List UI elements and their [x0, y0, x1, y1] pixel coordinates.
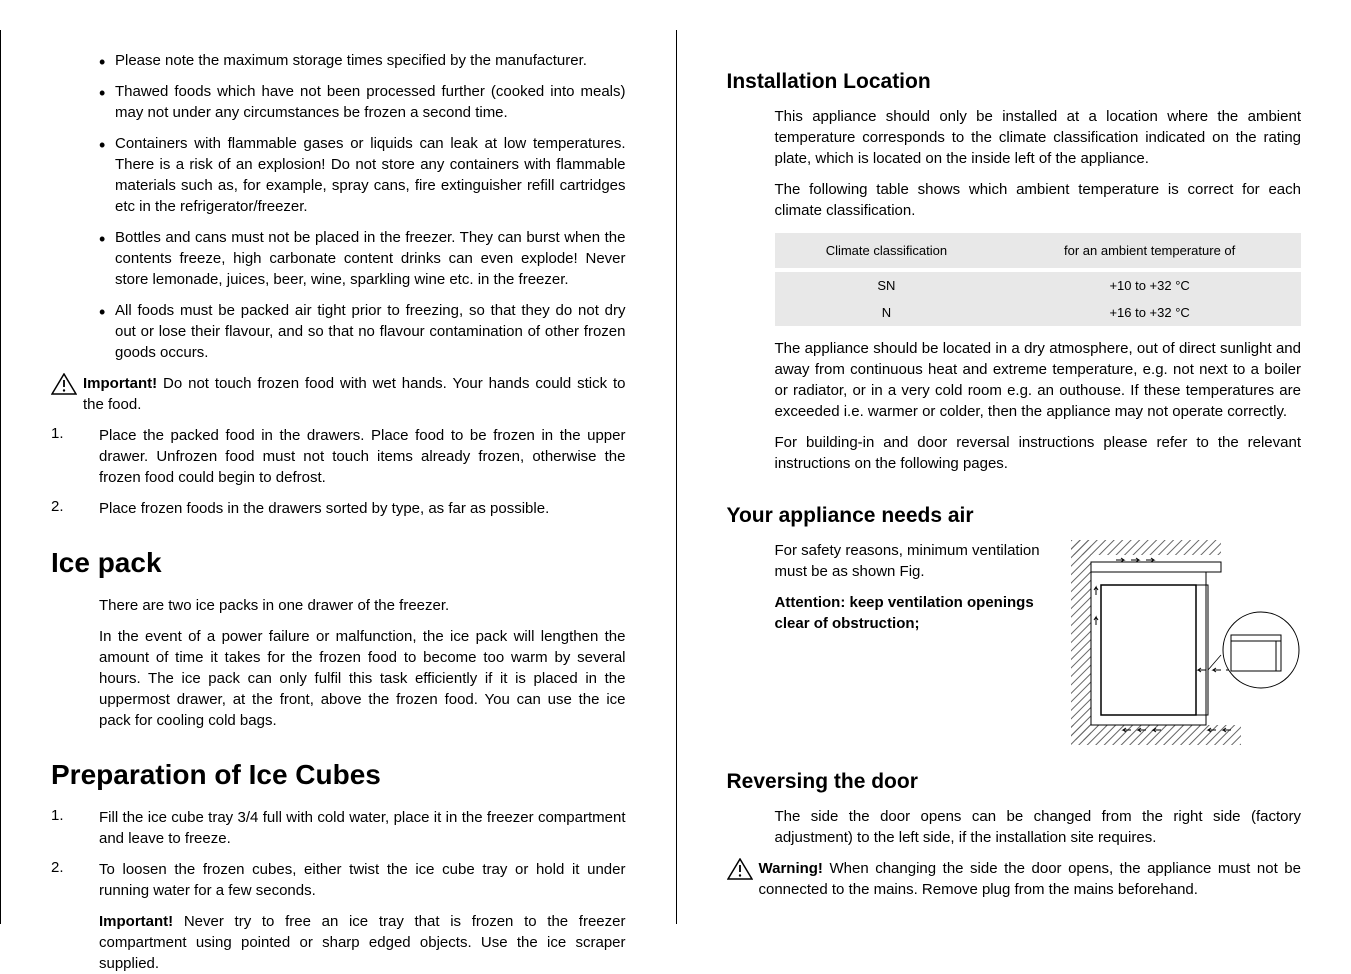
reverse-heading: Reversing the door: [727, 770, 1302, 794]
table-header: Climate classification: [775, 233, 999, 270]
ice-pack-heading: Ice pack: [51, 547, 626, 579]
table-cell: N: [775, 299, 999, 326]
warning-text: Warning! When changing the side the door…: [759, 858, 1302, 900]
warning-label: Warning!: [759, 860, 823, 877]
air-bold: Attention: keep ventilation openings cle…: [775, 592, 1052, 634]
table-row: SN +10 to +32 °C: [775, 270, 1302, 299]
important-label: Important!: [83, 375, 157, 392]
table-row: N +16 to +32 °C: [775, 299, 1302, 326]
important-note: Important! Do not touch frozen food with…: [51, 373, 626, 415]
numbered-item: 2. To loosen the frozen cubes, either tw…: [51, 859, 626, 901]
numbered-item: 1. Fill the ice cube tray 3/4 full with …: [51, 807, 626, 849]
item-text: Place frozen foods in the drawers sorted…: [99, 498, 626, 519]
numbered-item: 2. Place frozen foods in the drawers sor…: [51, 498, 626, 519]
item-number: 2.: [51, 498, 99, 519]
important-body: Never try to free an ice tray that is fr…: [99, 913, 626, 972]
table-cell: +16 to +32 °C: [998, 299, 1301, 326]
left-page: Please note the maximum storage times sp…: [0, 30, 676, 924]
air-section: For safety reasons, minimum ventilation …: [727, 540, 1302, 750]
important-text: Important! Do not touch frozen food with…: [83, 373, 626, 415]
air-text-block: For safety reasons, minimum ventilation …: [775, 540, 1052, 750]
item-text: Fill the ice cube tray 3/4 full with col…: [99, 807, 626, 849]
install-p1: This appliance should only be installed …: [775, 106, 1302, 169]
important-body: Do not touch frozen food with wet hands.…: [83, 375, 626, 413]
air-p1: For safety reasons, minimum ventilation …: [775, 540, 1052, 582]
item-number: 2.: [51, 859, 99, 901]
bullet-item: All foods must be packed air tight prior…: [99, 300, 626, 363]
bullet-item: Thawed foods which have not been process…: [99, 81, 626, 123]
bullet-list: Please note the maximum storage times sp…: [99, 50, 626, 363]
ice-pack-p2: In the event of a power failure or malfu…: [99, 626, 626, 731]
item-text: Place the packed food in the drawers. Pl…: [99, 425, 626, 488]
prep-important: Important! Never try to free an ice tray…: [99, 911, 626, 974]
warning-icon: [51, 373, 77, 395]
air-heading: Your appliance needs air: [727, 504, 1302, 528]
table-cell: +10 to +32 °C: [998, 270, 1301, 299]
numbered-item: 1. Place the packed food in the drawers.…: [51, 425, 626, 488]
install-p2: The following table shows which ambient …: [775, 179, 1302, 221]
table-header: for an ambient temperature of: [998, 233, 1301, 270]
bullet-item: Containers with flammable gases or liqui…: [99, 133, 626, 217]
ice-pack-p1: There are two ice packs in one drawer of…: [99, 595, 626, 616]
right-page: Installation Location This appliance sho…: [676, 30, 1351, 924]
table-cell: SN: [775, 270, 999, 299]
item-number: 1.: [51, 425, 99, 488]
install-heading: Installation Location: [727, 70, 1302, 94]
warning-body: When changing the side the door opens, t…: [759, 860, 1302, 898]
install-p3: The appliance should be located in a dry…: [775, 338, 1302, 422]
prep-heading: Preparation of Ice Cubes: [51, 759, 626, 791]
important-label: Important!: [99, 913, 173, 930]
climate-table: Climate classification for an ambient te…: [775, 233, 1302, 326]
reverse-p1: The side the door opens can be changed f…: [775, 806, 1302, 848]
ventilation-diagram: [1071, 540, 1301, 750]
install-p4: For building-in and door reversal instru…: [775, 432, 1302, 474]
warning-icon: [727, 858, 753, 880]
bullet-item: Please note the maximum storage times sp…: [99, 50, 626, 71]
reverse-warning: Warning! When changing the side the door…: [727, 858, 1302, 900]
air-bold-text: Attention: keep ventilation openings cle…: [775, 594, 1034, 632]
bullet-item: Bottles and cans must not be placed in t…: [99, 227, 626, 290]
item-number: 1.: [51, 807, 99, 849]
item-text: To loosen the frozen cubes, either twist…: [99, 859, 626, 901]
